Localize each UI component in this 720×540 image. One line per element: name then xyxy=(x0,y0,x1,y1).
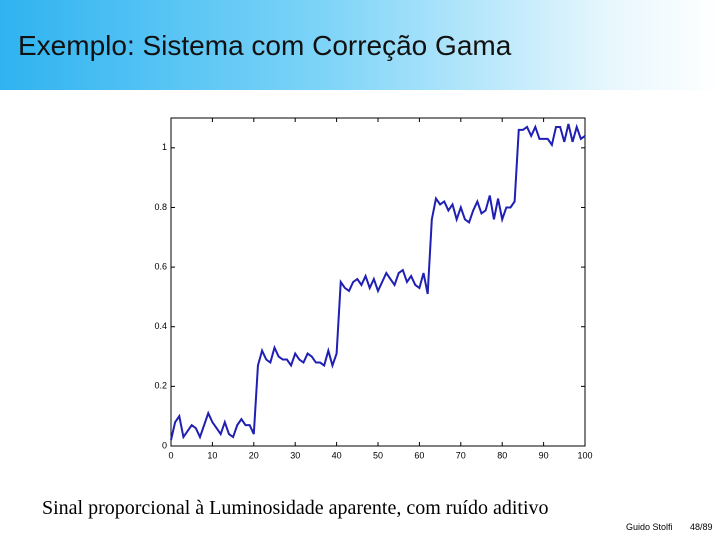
plot-frame xyxy=(170,117,586,447)
y-tick-label: 0.8 xyxy=(154,202,167,212)
x-tick-label: 60 xyxy=(414,450,424,460)
y-tick-label: 0.4 xyxy=(154,321,167,331)
x-tick-label: 70 xyxy=(456,450,466,460)
x-tick-label: 30 xyxy=(290,450,300,460)
x-tick-label: 20 xyxy=(249,450,259,460)
slide-title: Exemplo: Sistema com Correção Gama xyxy=(18,30,512,61)
data-line xyxy=(170,123,586,441)
x-tick-label: 90 xyxy=(539,450,549,460)
caption: Sinal proporcional à Luminosidade aparen… xyxy=(42,497,549,519)
y-tick-label: 0 xyxy=(162,440,167,450)
x-tick-label: 100 xyxy=(577,450,592,460)
y-tick-label: 0.6 xyxy=(154,261,167,271)
header-band xyxy=(0,0,720,90)
chart: 00.20.40.60.810 10 20 30 40 50 60 70 80 90 100 xyxy=(154,117,593,460)
page-number: 48/89 xyxy=(690,522,713,532)
x-tick-label: 40 xyxy=(332,450,342,460)
x-tick-label: 50 xyxy=(373,450,383,460)
author: Guido Stolfi xyxy=(626,522,673,532)
x-tick-label: 0 xyxy=(168,450,173,460)
x-tick-label: 10 xyxy=(207,450,217,460)
y-tick-label: 0.2 xyxy=(154,381,167,391)
x-tick-label: 80 xyxy=(497,450,507,460)
y-tick-label: 1 xyxy=(162,142,167,152)
